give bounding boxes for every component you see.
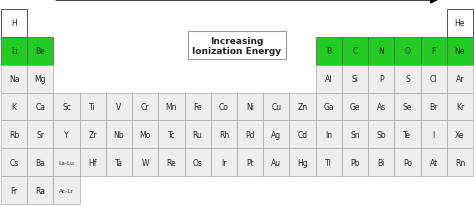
- Text: Os: Os: [193, 158, 202, 167]
- Text: Rb: Rb: [9, 130, 19, 139]
- Text: Ca: Ca: [36, 103, 46, 111]
- Text: Rn: Rn: [455, 158, 465, 167]
- Text: Ba: Ba: [36, 158, 46, 167]
- Text: H: H: [11, 19, 17, 28]
- Text: Y: Y: [64, 130, 69, 139]
- Text: He: He: [455, 19, 465, 28]
- Text: Tc: Tc: [168, 130, 175, 139]
- Text: S: S: [405, 75, 410, 84]
- Text: Increasing
Ionization Energy: Increasing Ionization Energy: [192, 36, 282, 56]
- Text: Cl: Cl: [430, 75, 438, 84]
- Text: Ne: Ne: [455, 47, 465, 56]
- Text: Br: Br: [429, 103, 438, 111]
- Text: Pd: Pd: [246, 130, 255, 139]
- Text: At: At: [429, 158, 438, 167]
- Text: P: P: [379, 75, 383, 84]
- Text: Ti: Ti: [90, 103, 96, 111]
- Text: W: W: [141, 158, 149, 167]
- Text: Kr: Kr: [456, 103, 464, 111]
- Text: Fe: Fe: [193, 103, 202, 111]
- Text: Sc: Sc: [62, 103, 71, 111]
- Text: C: C: [352, 47, 357, 56]
- Text: Sb: Sb: [376, 130, 386, 139]
- Text: F: F: [431, 47, 436, 56]
- Text: La-Lu: La-Lu: [59, 160, 74, 165]
- Text: Na: Na: [9, 75, 19, 84]
- Text: B: B: [326, 47, 331, 56]
- Text: Cu: Cu: [271, 103, 282, 111]
- Text: Xe: Xe: [455, 130, 465, 139]
- Text: Mg: Mg: [35, 75, 46, 84]
- Text: Hf: Hf: [89, 158, 97, 167]
- Text: Rh: Rh: [219, 130, 229, 139]
- Text: Cr: Cr: [141, 103, 149, 111]
- Text: Cs: Cs: [9, 158, 19, 167]
- Text: Au: Au: [271, 158, 282, 167]
- Text: K: K: [11, 103, 17, 111]
- Text: Ir: Ir: [221, 158, 227, 167]
- Text: Cd: Cd: [298, 130, 308, 139]
- Text: Pb: Pb: [350, 158, 360, 167]
- Text: Sn: Sn: [350, 130, 360, 139]
- Text: Zr: Zr: [89, 130, 97, 139]
- Text: Po: Po: [403, 158, 412, 167]
- Text: Sr: Sr: [36, 130, 45, 139]
- Text: As: As: [377, 103, 386, 111]
- Text: Ni: Ni: [246, 103, 254, 111]
- Text: Mo: Mo: [140, 130, 151, 139]
- Text: Ru: Ru: [193, 130, 202, 139]
- Text: Tl: Tl: [325, 158, 332, 167]
- Text: Hg: Hg: [297, 158, 308, 167]
- Text: Pt: Pt: [246, 158, 254, 167]
- Text: In: In: [325, 130, 332, 139]
- Text: Mn: Mn: [166, 103, 177, 111]
- Text: Bi: Bi: [377, 158, 385, 167]
- Text: Nb: Nb: [114, 130, 124, 139]
- Text: Ag: Ag: [271, 130, 282, 139]
- Text: Ga: Ga: [323, 103, 334, 111]
- Text: Co: Co: [219, 103, 229, 111]
- Text: O: O: [404, 47, 410, 56]
- Text: Te: Te: [403, 130, 411, 139]
- Text: Ac-Lr: Ac-Lr: [59, 188, 74, 193]
- Text: Zn: Zn: [298, 103, 308, 111]
- Text: Re: Re: [167, 158, 176, 167]
- Text: Ge: Ge: [350, 103, 360, 111]
- Text: Ta: Ta: [115, 158, 123, 167]
- Text: Ra: Ra: [36, 186, 46, 195]
- Text: Fr: Fr: [10, 186, 18, 195]
- Text: I: I: [433, 130, 435, 139]
- Text: Ar: Ar: [456, 75, 464, 84]
- Text: Al: Al: [325, 75, 333, 84]
- Text: Se: Se: [403, 103, 412, 111]
- Text: V: V: [117, 103, 122, 111]
- Text: Li: Li: [11, 47, 18, 56]
- Text: N: N: [378, 47, 384, 56]
- Text: Si: Si: [352, 75, 358, 84]
- Text: Be: Be: [36, 47, 45, 56]
